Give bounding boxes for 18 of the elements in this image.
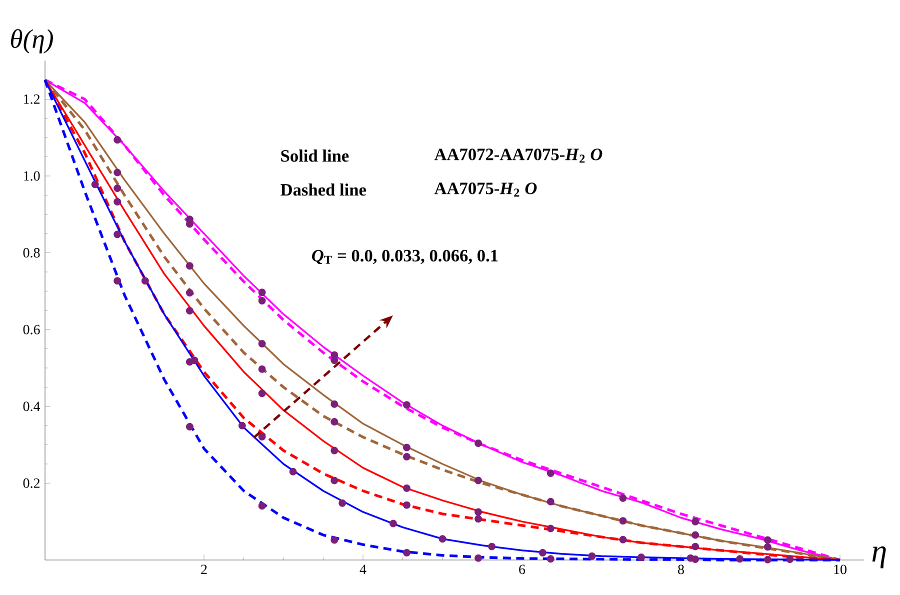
- x-tick-label: 4: [360, 564, 366, 574]
- annotation: Dashed line: [280, 183, 366, 196]
- y-tick-label: 1.2: [24, 94, 40, 104]
- x-tick-label: 2: [201, 564, 207, 574]
- x-tick-label: 8: [678, 564, 684, 574]
- y-tick-label: 0.4: [23, 402, 40, 412]
- annotation: AA7075-H$_{2}$ O: [434, 182, 537, 197]
- y-axis-title: θ(η): [11, 29, 53, 54]
- annotation: Q$_{T}$ = 0.0, 0.033, 0.066, 0.1: [312, 250, 498, 264]
- x-tick-label: 6: [519, 564, 526, 574]
- x-axis-title: η: [872, 546, 886, 568]
- annotation: Solid line: [281, 150, 349, 162]
- annotation: AA7072-AA7075-H$_{2}$ O: [434, 148, 602, 163]
- y-tick-label: 0.6: [23, 324, 40, 334]
- y-tick-label: 1.0: [24, 171, 40, 181]
- x-tick-label: 10: [834, 564, 846, 574]
- y-tick-label: 0.8: [23, 248, 40, 258]
- y-tick-label: 0.2: [23, 478, 40, 488]
